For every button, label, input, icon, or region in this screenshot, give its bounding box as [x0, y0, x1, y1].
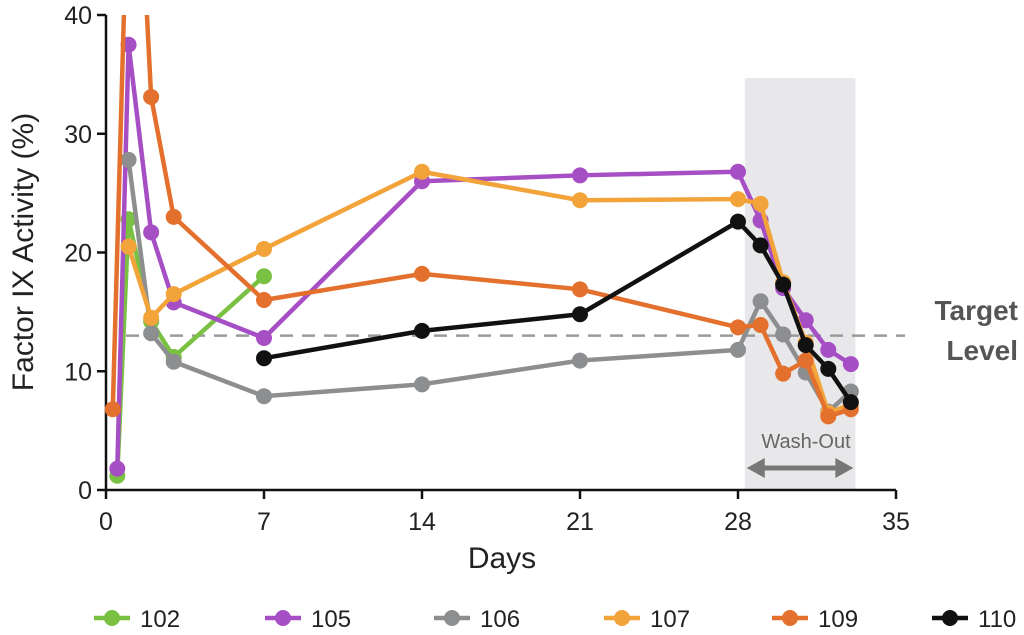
data-point-109: [730, 319, 746, 336]
data-point-109: [104, 401, 121, 418]
data-point-107: [165, 286, 182, 303]
x-tick-label: 7: [257, 508, 271, 536]
x-tick-label: 0: [99, 508, 113, 536]
data-point-109: [752, 316, 769, 333]
data-point-109: [775, 365, 792, 382]
target-level-label-line2: Level: [946, 335, 1018, 366]
x-tick-label: 21: [566, 508, 594, 536]
data-point-110: [797, 337, 814, 354]
x-tick-label: 14: [408, 508, 436, 536]
series-105: [109, 36, 859, 477]
data-point-109: [414, 265, 430, 282]
data-point-109: [820, 408, 837, 425]
data-point-110: [414, 322, 430, 339]
data-point-109: [256, 292, 272, 308]
data-point-105: [109, 460, 126, 477]
data-point-106: [752, 293, 769, 310]
y-tick-label: 40: [64, 2, 92, 30]
legend-swatch-marker: [104, 610, 120, 626]
y-tick-label: 0: [78, 477, 92, 505]
data-point-106: [414, 376, 430, 393]
data-point-106: [775, 326, 792, 343]
data-point-110: [572, 306, 588, 323]
data-point-107: [730, 191, 746, 208]
data-point-107: [256, 240, 272, 257]
legend-swatch-marker: [942, 610, 958, 626]
data-point-106: [120, 151, 137, 168]
data-point-109: [797, 352, 814, 369]
data-point-107: [143, 309, 160, 326]
data-point-110: [256, 350, 272, 367]
washout-region: [744, 78, 856, 490]
data-point-107: [572, 192, 588, 209]
data-point-107: [752, 195, 769, 212]
data-point-107: [120, 238, 137, 255]
washout-label: Wash-Out: [761, 431, 851, 453]
data-point-110: [842, 394, 859, 411]
legend-swatch-marker: [444, 610, 460, 626]
washout-shading: [744, 78, 856, 490]
legend-swatch-marker: [614, 610, 630, 626]
data-point-106: [256, 388, 272, 405]
legend-item-107: 107: [604, 606, 690, 633]
legend-label: 105: [311, 606, 351, 633]
legend: 102 105 106 107 109 110: [94, 606, 1016, 633]
y-tick-label: 10: [64, 358, 92, 386]
data-point-105: [143, 224, 160, 241]
series-line-109: [144, 15, 852, 419]
series-layer: [104, 15, 859, 484]
data-point-106: [143, 325, 160, 342]
data-point-105: [797, 312, 814, 329]
y-tick-label: 30: [64, 121, 92, 149]
data-point-109: [572, 281, 588, 298]
legend-swatch-marker: [275, 610, 291, 626]
data-point-105: [842, 356, 859, 373]
data-point-109: [165, 208, 182, 225]
data-point-106: [572, 352, 588, 369]
x-tick-label: 35: [882, 508, 910, 536]
data-point-102: [256, 268, 272, 285]
legend-label: 109: [818, 606, 858, 633]
data-point-107: [414, 163, 430, 180]
data-point-106: [730, 341, 746, 358]
data-point-109: [143, 88, 160, 105]
washout-arrow-left-head: [746, 458, 765, 478]
data-point-110: [752, 237, 769, 254]
legend-item-109: 109: [772, 606, 858, 633]
data-point-105: [256, 330, 272, 346]
legend-label: 107: [650, 606, 690, 633]
legend-item-102: 102: [94, 606, 180, 633]
target-level-label-line1: Target: [935, 295, 1019, 326]
series-line-109: [110, 15, 127, 410]
x-tick-label: 28: [724, 508, 752, 536]
data-point-105: [572, 167, 588, 184]
data-point-110: [820, 360, 837, 377]
series-110: [256, 213, 859, 411]
y-tick-label: 20: [64, 240, 92, 268]
legend-item-106: 106: [434, 606, 520, 633]
axes: 0 10 20 30 40 0 7 14 21 28 35: [64, 2, 910, 536]
legend-item-105: 105: [265, 606, 351, 633]
y-axis-title: Factor IX Activity (%): [7, 113, 40, 391]
legend-swatch-marker: [782, 610, 798, 626]
legend-label: 110: [978, 606, 1016, 633]
labels: Factor IX Activity (%) Days Target Level…: [7, 113, 1018, 575]
legend-label: 106: [480, 606, 520, 633]
data-point-110: [730, 213, 746, 230]
x-axis-title: Days: [468, 542, 536, 575]
legend-item-110: 110: [932, 606, 1016, 633]
washout-arrow-right-head: [835, 458, 854, 478]
data-point-105: [820, 341, 837, 358]
series-109: [104, 15, 859, 425]
data-point-105: [730, 163, 746, 180]
data-point-110: [775, 276, 792, 293]
series-line-107: [126, 169, 852, 416]
legend-label: 102: [140, 606, 180, 633]
series-line-105: [115, 42, 853, 469]
data-point-106: [165, 353, 182, 370]
